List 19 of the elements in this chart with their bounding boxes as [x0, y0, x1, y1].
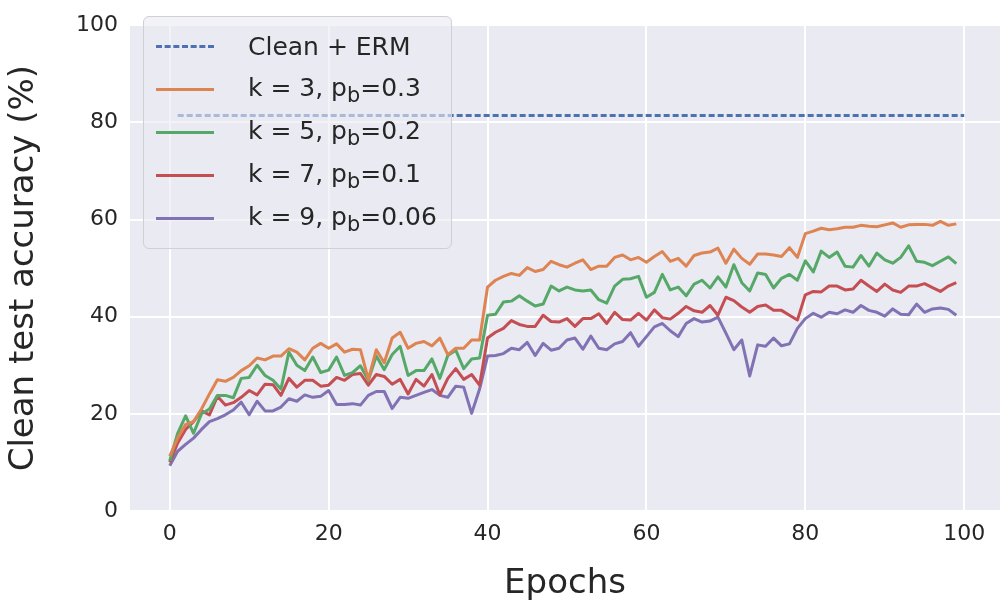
y-tick-label: 100 [76, 10, 118, 36]
y-tick-label: 60 [90, 205, 118, 231]
x-tick-label: 0 [162, 519, 177, 545]
legend-label: k = 5, p$_{b}$=0.2 [248, 115, 421, 150]
legend-label: k = 9, p$_{b}$=0.06 [248, 201, 437, 236]
y-tick-label: 0 [104, 496, 118, 522]
y-tick-label: 20 [90, 399, 118, 425]
x-tick-label: 80 [791, 519, 820, 545]
legend-label: k = 3, p$_{b}$=0.3 [248, 72, 421, 107]
legend-label: Clean + ERM [248, 32, 411, 61]
x-axis-title: Epochs [504, 561, 626, 602]
legend-label: k = 7, p$_{b}$=0.1 [248, 158, 421, 193]
y-tick-label: 80 [90, 108, 118, 134]
y-axis-title: Clean test accuracy (%) [1, 64, 42, 472]
x-tick-label: 60 [632, 519, 661, 545]
x-tick-label: 40 [473, 519, 502, 545]
y-tick-label: 40 [90, 302, 118, 328]
x-tick-label: 20 [314, 519, 343, 545]
x-tick-label: 100 [943, 519, 986, 545]
